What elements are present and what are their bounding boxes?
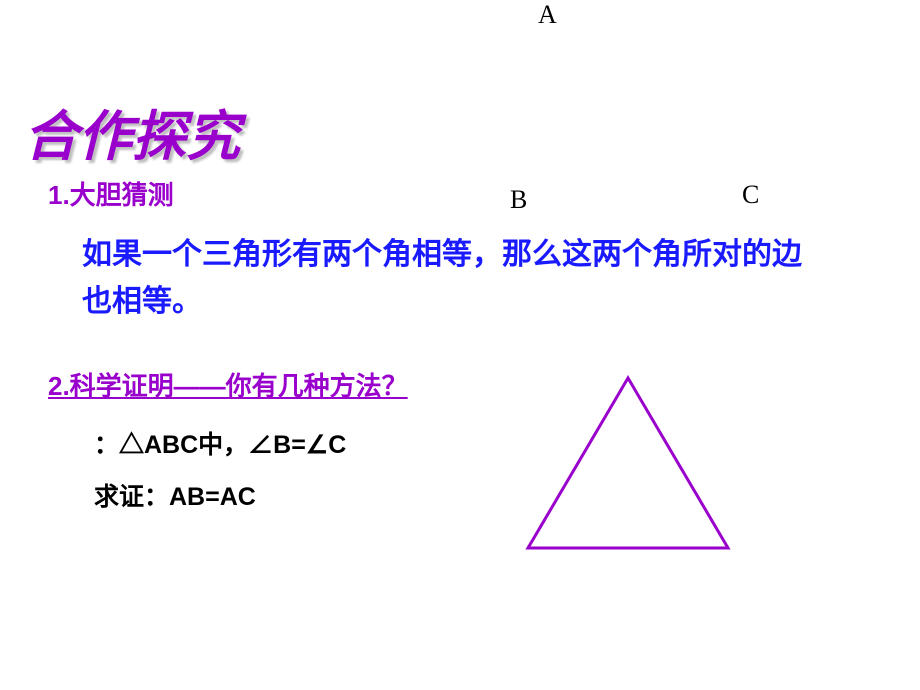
vertex-label-b: B <box>510 185 527 215</box>
given-statement: ：△ABC中，∠B=∠C <box>94 425 346 461</box>
triangle-svg <box>498 358 778 578</box>
triangle-shape <box>528 378 728 548</box>
section-2-heading: 2.科学证明——你有几种方法？ <box>48 366 408 403</box>
conjecture-text: 如果一个三角形有两个角相等，那么这两个角所对的边也相等。 <box>82 232 802 325</box>
triangle-diagram: A B C <box>498 358 778 578</box>
section-1-heading: 1.大胆猜测 <box>48 175 174 212</box>
vertex-label-c: C <box>742 180 759 210</box>
vertex-label-a: A <box>538 0 557 30</box>
slide-title: 合作探究 <box>24 92 240 171</box>
prove-statement: 求证：AB=AC <box>94 477 256 513</box>
